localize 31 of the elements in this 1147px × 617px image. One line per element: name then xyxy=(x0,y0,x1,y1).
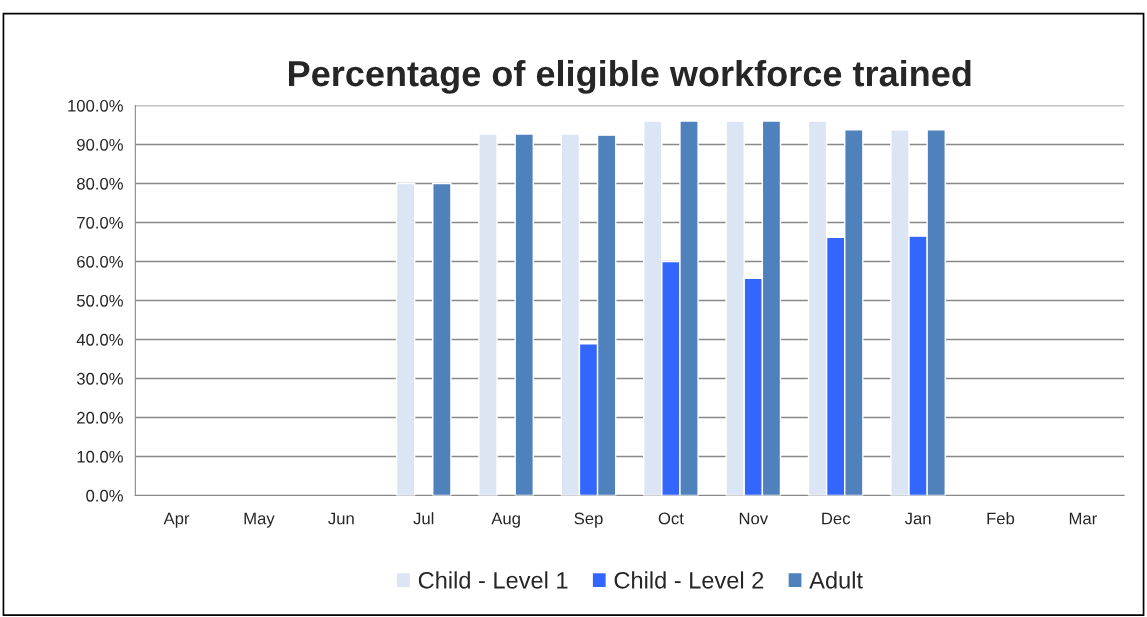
bar xyxy=(395,182,416,496)
y-tick-label: 40.0% xyxy=(76,333,123,346)
bar xyxy=(478,133,498,496)
bar xyxy=(432,182,452,496)
x-tick-label: Sep xyxy=(574,512,603,528)
x-tick-label: Dec xyxy=(822,512,851,525)
x-tick-label: Mar xyxy=(1069,512,1097,525)
x-tick-label: May xyxy=(244,512,275,528)
y-tick-label: 20.0% xyxy=(77,411,123,424)
x-tick-label: Feb xyxy=(987,512,1015,525)
x-tick-label: Jul xyxy=(413,512,434,525)
y-tick-label: 30.0% xyxy=(76,372,123,385)
chart-title: Percentage of eligible workforce trained xyxy=(288,59,971,94)
bar xyxy=(514,133,534,496)
legend-label: Child - Level 2 xyxy=(614,571,764,589)
y-tick-label: 90.0% xyxy=(77,138,123,151)
y-tick-label: 0.0% xyxy=(86,489,123,502)
x-tick-label: Apr xyxy=(163,512,190,528)
x-tick-label: Jan xyxy=(904,512,931,525)
y-tick-label: 10.0% xyxy=(77,450,123,463)
legend-label: Adult xyxy=(809,571,863,589)
x-tick-label: Aug xyxy=(491,512,520,528)
y-tick-label: 50.0% xyxy=(76,294,123,307)
y-tick-label: 100.0% xyxy=(68,99,123,112)
legend-label: Child - Level 1 xyxy=(418,571,568,589)
x-tick-label: Nov xyxy=(739,512,769,525)
y-tick-label: 70.0% xyxy=(77,216,123,229)
x-tick-label: Oct xyxy=(658,512,684,525)
y-tick-label: 80.0% xyxy=(77,177,123,190)
y-tick-label: 60.0% xyxy=(77,255,123,268)
x-tick-label: Jun xyxy=(328,512,354,525)
